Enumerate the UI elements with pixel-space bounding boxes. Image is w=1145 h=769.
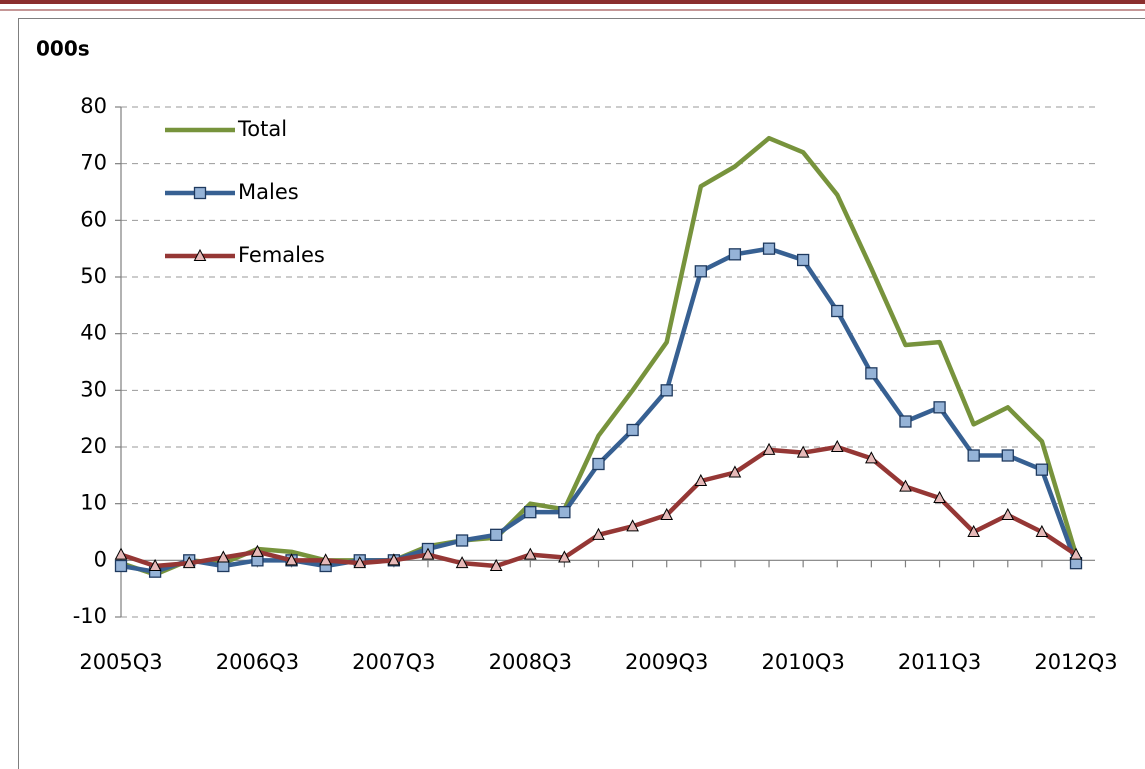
- point: [933, 490, 946, 503]
- point: [1035, 524, 1049, 537]
- point: [592, 457, 605, 471]
- y-tick-label: 70: [80, 151, 107, 175]
- point: [796, 253, 810, 267]
- point: [455, 556, 469, 569]
- point: [216, 550, 230, 563]
- point: [626, 423, 639, 437]
- point: [558, 506, 571, 519]
- legend-marker: [193, 186, 207, 200]
- top-bar: [0, 0, 1145, 4]
- point: [114, 559, 128, 573]
- legend-label: Total: [237, 117, 287, 141]
- point: [251, 544, 264, 557]
- point: [1001, 449, 1014, 462]
- y-tick-label: 80: [80, 94, 107, 118]
- point: [182, 556, 196, 569]
- point: [148, 558, 162, 571]
- point: [796, 445, 810, 458]
- point: [1035, 463, 1049, 476]
- point: [865, 451, 878, 464]
- point: [865, 367, 878, 380]
- x-tick-label: 2008Q3: [489, 650, 572, 674]
- legend-label: Females: [238, 243, 325, 267]
- point: [114, 547, 128, 560]
- point: [1001, 507, 1015, 520]
- point: [967, 524, 981, 537]
- y-tick-label: 60: [80, 207, 107, 231]
- x-tick-label: 2009Q3: [625, 650, 708, 674]
- y-tick-label: 40: [80, 321, 107, 345]
- point: [899, 479, 912, 492]
- y-tick-label: -10: [73, 604, 107, 628]
- series-line: [120, 135, 1079, 577]
- point: [592, 527, 605, 540]
- point: [728, 248, 742, 261]
- legend-label: Males: [238, 180, 299, 204]
- point: [285, 553, 298, 566]
- x-tick-label: 2006Q3: [216, 650, 299, 674]
- point: [1069, 547, 1083, 560]
- x-tick-label: 2005Q3: [79, 650, 162, 674]
- point: [831, 304, 844, 318]
- point: [933, 401, 946, 414]
- point: [660, 507, 674, 520]
- point: [523, 547, 537, 560]
- point: [489, 558, 503, 571]
- chart-frame: [18, 18, 1145, 769]
- point: [762, 242, 776, 255]
- y-tick-label: 30: [80, 377, 107, 401]
- series-line: [120, 246, 1079, 574]
- point: [694, 473, 708, 486]
- point: [830, 439, 844, 452]
- point: [694, 265, 707, 278]
- point: [626, 519, 639, 532]
- y-tick-label: 20: [80, 434, 107, 458]
- point: [660, 384, 673, 397]
- point: [967, 449, 980, 462]
- y-tick-label: 50: [80, 264, 107, 288]
- point: [899, 415, 912, 428]
- point: [421, 547, 435, 560]
- point: [353, 556, 367, 569]
- legend-marker: [193, 248, 207, 261]
- point: [319, 553, 332, 566]
- x-tick-label: 2012Q3: [1034, 650, 1117, 674]
- point: [490, 528, 503, 541]
- y-tick-label: 0: [94, 547, 107, 571]
- x-tick-label: 2010Q3: [761, 650, 844, 674]
- x-tick-label: 2011Q3: [898, 650, 981, 674]
- x-tick-label: 2007Q3: [352, 650, 435, 674]
- point: [387, 553, 401, 566]
- point: [524, 506, 537, 519]
- y-tick-label: 10: [80, 491, 107, 515]
- point: [762, 442, 776, 455]
- point: [728, 465, 742, 478]
- y-axis-label: 000s: [36, 37, 90, 61]
- point: [558, 550, 571, 563]
- point: [455, 534, 469, 547]
